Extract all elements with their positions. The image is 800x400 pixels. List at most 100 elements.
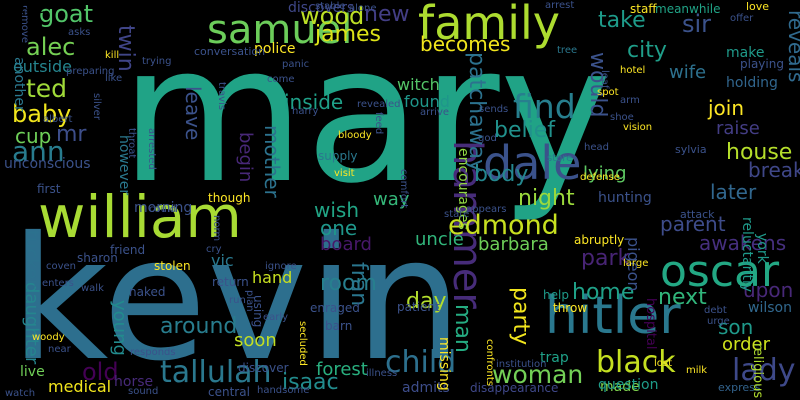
word-playing: playing (740, 57, 784, 71)
word-supply: supply (318, 149, 358, 163)
word-arrive: arrive (420, 107, 450, 118)
word-state: state (444, 209, 470, 220)
word-barn: barn (325, 319, 353, 333)
word-baby: baby (12, 100, 72, 128)
word-hotel: hotel (620, 65, 646, 76)
word-begin: begin (235, 132, 256, 183)
word-asks: asks (68, 27, 91, 38)
word-later: later (710, 180, 757, 204)
word-sir: sir (682, 10, 712, 38)
word-alec: alec (26, 33, 76, 61)
word-samuel: samuel (207, 7, 353, 53)
word-central: central (208, 385, 250, 399)
word-mary: mary (120, 4, 613, 225)
word-break: break (748, 158, 800, 182)
word-throw: throw (553, 301, 588, 315)
word-lying: lying (583, 163, 627, 184)
word-cry: cry (206, 244, 222, 255)
word-new: new (364, 2, 410, 27)
word-board: board (320, 234, 372, 255)
word-institution: institution (496, 359, 547, 370)
word-make: make (726, 45, 765, 61)
word-night: night (518, 186, 575, 211)
word-alone: alone (349, 3, 377, 14)
word-find: find (513, 87, 576, 126)
word-daughter: daughter (21, 282, 42, 365)
word-preparing: preparing (66, 66, 115, 77)
word-plan: plan (244, 290, 255, 312)
word-shoe: shoe (610, 112, 634, 123)
word-kill: kill (105, 50, 120, 61)
word-admits: admits (402, 380, 450, 396)
word-arrest: arrest (545, 0, 575, 11)
word-hitler: hitler (545, 286, 681, 346)
word-appears: appears (466, 204, 507, 215)
word-though: though (208, 191, 251, 205)
word-defense: defense (580, 172, 620, 183)
word-mother: mother (260, 125, 284, 198)
word-trap: trap (540, 350, 569, 366)
word-like: like (105, 73, 123, 84)
word-leave: leave (181, 86, 205, 141)
word-sharon: sharon (77, 251, 118, 265)
word-conversation: conversation (194, 45, 266, 58)
word-discover: discover (238, 361, 289, 375)
word-ted: ted (26, 74, 68, 103)
word-albert: albert (43, 114, 73, 125)
word-way: way (373, 189, 410, 210)
word-vic: vic (211, 251, 234, 270)
word-illness: illness (366, 368, 398, 379)
word-leaf: leaf (599, 70, 610, 89)
word-handsome: handsome (257, 385, 310, 396)
word-sylvia: sylvia (675, 143, 707, 156)
word-belief: belief (494, 118, 556, 143)
word-join: join (708, 96, 745, 120)
word-tucker: tucker (21, 230, 42, 287)
word-enraged: enraged (310, 301, 360, 315)
word-medical: medical (48, 377, 112, 396)
word-sends: sends (479, 104, 509, 115)
word-lost: lost (654, 358, 673, 369)
word-arm: arm (620, 95, 640, 106)
word-secluded: secluded (297, 321, 308, 366)
word-throat: throat (126, 128, 137, 159)
word-coven: coven (46, 261, 77, 272)
word-patient: patient (397, 300, 440, 314)
word-missing: missing (436, 337, 452, 391)
word-day: day (406, 289, 447, 314)
word-first: first (37, 182, 61, 196)
word-store: store (547, 153, 573, 164)
word-abruptly: abruptly (574, 233, 625, 247)
word-upon: upon (743, 278, 794, 302)
word-twin: twin (113, 25, 138, 72)
word-forest: forest (316, 359, 368, 380)
word-oscar: oscar (660, 246, 780, 297)
word-horse: horse (114, 374, 154, 390)
word-travis: travis (216, 82, 227, 111)
word-william: william (38, 183, 242, 251)
word-wish: wish (314, 198, 360, 222)
word-could: could (149, 204, 177, 215)
word-fran: fran (346, 262, 371, 307)
word-vision: vision (623, 122, 653, 133)
word-room: room (320, 271, 377, 296)
word-early: early (263, 312, 289, 323)
word-outside: outside (13, 57, 72, 76)
word-sound: sound (128, 386, 159, 397)
word-spot: spot (597, 87, 619, 98)
word-debt: debt (704, 305, 727, 316)
word-come: come (267, 74, 295, 85)
word-police: police (254, 41, 296, 57)
word-love: love (746, 0, 770, 13)
word-isaac: isaac (282, 370, 339, 395)
word-cup: cup (15, 124, 52, 148)
word-hospital: hospital (643, 298, 658, 350)
word-order: order (722, 334, 770, 355)
word-party: party (508, 287, 533, 346)
word-kevin: kevin (10, 201, 463, 399)
word-run: run (229, 295, 246, 306)
word-milk: milk (686, 365, 708, 376)
word-near: near (48, 344, 71, 355)
word-young: young (109, 300, 130, 356)
word-man: man (450, 304, 475, 353)
